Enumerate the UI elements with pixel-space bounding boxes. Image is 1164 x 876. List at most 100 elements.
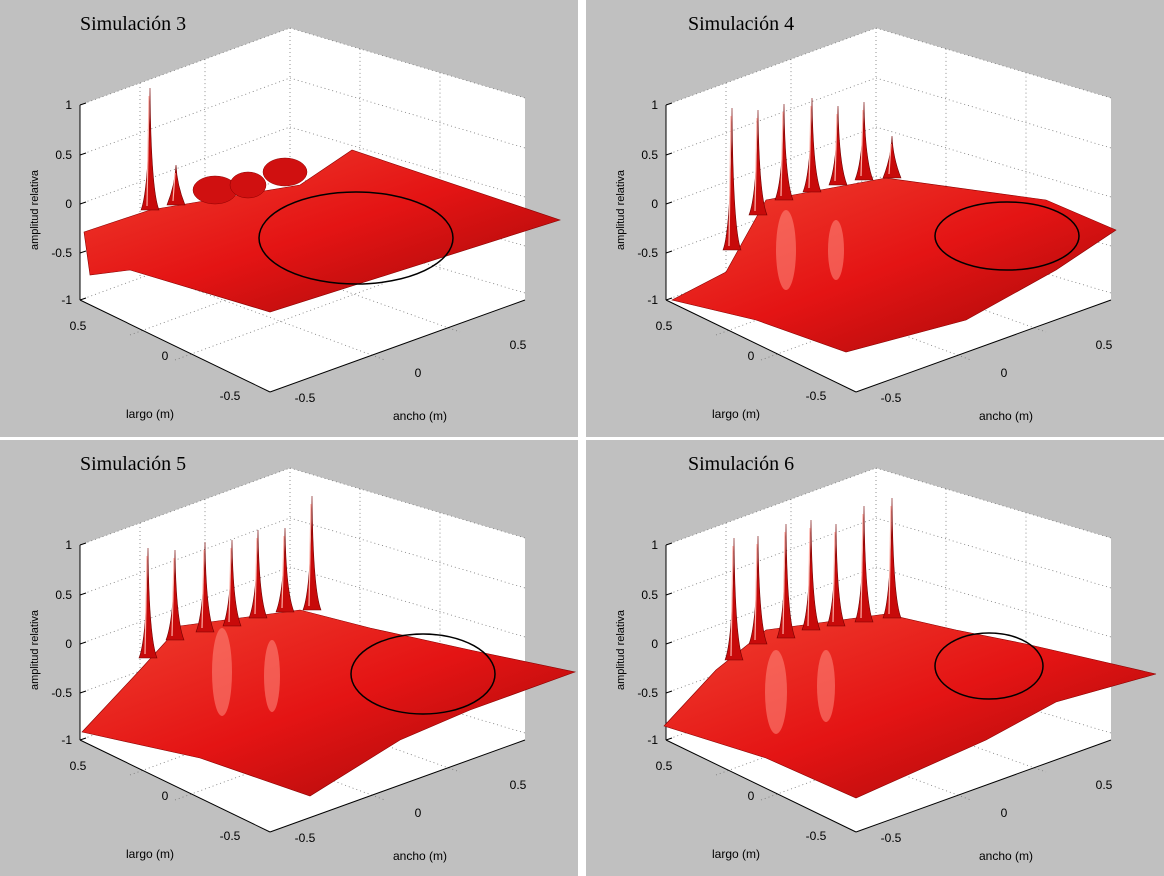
annotation-ellipse (258, 191, 454, 285)
grid-line (149, 272, 386, 361)
spike-highlight (832, 531, 836, 623)
surface-spike (248, 529, 268, 619)
chart-svg: 1 0.5 0 -0.5 -1 0.5 0 -0.5 -0.5 0 0.5 amplitud rela… (586, 0, 1164, 437)
spike-highlight (308, 503, 312, 607)
spike-highlight (834, 113, 838, 182)
surface-highlight (264, 640, 280, 712)
z-tick (79, 641, 87, 645)
surface (83, 149, 561, 313)
z-tick-label: 0 (651, 197, 658, 211)
spike-highlight (782, 531, 786, 635)
axes-edges (665, 545, 1112, 833)
y-tick-label: 0.5 (1096, 778, 1113, 792)
x-axis-line (665, 739, 857, 833)
z-tick (79, 152, 87, 156)
y-tick-label: 0 (415, 806, 422, 820)
z-tick (665, 152, 673, 156)
x-axis-label: largo (m) (712, 847, 760, 861)
surface-spike (826, 523, 846, 627)
x-axis-line (79, 299, 271, 393)
surface-spike (882, 135, 902, 179)
x-tick-label: 0.5 (656, 759, 673, 773)
chart-svg: 1 0.5 0 -0.5 -1 0.5 0 -0.5 -0.5 0 0.5 amplitud rela… (0, 440, 578, 876)
z-tick (665, 542, 673, 546)
z-tick (665, 690, 673, 694)
surface-spike (722, 107, 742, 251)
z-tick-label: -0.5 (51, 686, 72, 700)
z-tick-label: -1 (647, 733, 658, 747)
z-tick (665, 201, 673, 205)
spike-highlight (808, 105, 812, 189)
x-tick-label: 0 (162, 349, 169, 363)
grid-line (875, 27, 1112, 99)
chart-panel-1: 1 0.5 0 -0.5 -1 0.5 0 -0.5 -0.5 0 0.5 amplitud rela… (0, 0, 578, 437)
surface-bump (262, 157, 308, 187)
z-tick-label: 0 (651, 637, 658, 651)
x-tick-label: 0.5 (70, 759, 87, 773)
grid-line (289, 77, 526, 149)
x-tick-label: 0 (162, 789, 169, 803)
y-tick-label: 0.5 (510, 778, 527, 792)
y-axis-line (855, 299, 1112, 393)
chart-svg: 1 0.5 0 -0.5 -1 0.5 0 -0.5 -0.5 0 0.5 amplitud rela… (586, 440, 1164, 876)
y-tick-label: 0.5 (510, 338, 527, 352)
surface-spike (195, 541, 215, 633)
x-axis-line (665, 299, 857, 393)
spike-highlight (146, 95, 150, 207)
y-tick-label: -0.5 (881, 831, 902, 845)
surface-spike (724, 537, 744, 661)
z-tick (79, 592, 87, 596)
z-tick (665, 737, 673, 741)
y-tick-label: 0.5 (1096, 338, 1113, 352)
chart-title: Simulación 5 (80, 453, 186, 475)
z-tick-label: 0.5 (55, 588, 72, 602)
z-tick-label: -1 (61, 293, 72, 307)
y-tick-label: -0.5 (881, 391, 902, 405)
surface-spike (776, 523, 796, 639)
grid-line (289, 467, 526, 539)
spike-highlight (860, 513, 864, 619)
z-tick (79, 250, 87, 254)
surface-spike (801, 519, 821, 631)
z-tick-label: 1 (651, 538, 658, 552)
surface-spike (140, 87, 160, 211)
x-axis-line (79, 739, 271, 833)
spike-highlight (860, 109, 864, 177)
surface-spike (302, 495, 322, 611)
z-tick-label: -0.5 (637, 686, 658, 700)
z-tick-label: 0.5 (55, 148, 72, 162)
grid-line (289, 566, 526, 638)
spike-highlight (254, 537, 258, 615)
grid-line (149, 712, 386, 801)
x-tick-label: 0 (748, 349, 755, 363)
surface-spike (166, 164, 186, 206)
x-tick-label: -0.5 (806, 389, 827, 403)
spike-highlight (228, 547, 232, 623)
y-axis-line (269, 739, 526, 833)
grid-line (875, 566, 1112, 638)
x-tick-label: 0.5 (70, 319, 87, 333)
surface-spike (748, 109, 768, 216)
z-tick-label: 1 (65, 538, 72, 552)
x-tick-label: -0.5 (220, 389, 241, 403)
z-tick (665, 297, 673, 301)
grid-line (875, 467, 1112, 539)
z-tick-label: 1 (65, 98, 72, 112)
surface-spike (748, 535, 768, 645)
z-tick (79, 690, 87, 694)
x-tick-label: -0.5 (806, 829, 827, 843)
spike-highlight (888, 143, 892, 175)
y-axis-label: ancho (m) (979, 849, 1033, 863)
grid-line (289, 27, 526, 99)
z-tick-label: 0 (65, 637, 72, 651)
z-tick-label: -0.5 (637, 246, 658, 260)
spike-highlight (754, 117, 758, 212)
x-axis-label: largo (m) (126, 847, 174, 861)
x-tick-label: 0 (748, 789, 755, 803)
surface-spike (275, 527, 295, 613)
y-axis-line (855, 739, 1112, 833)
spike-highlight (730, 545, 734, 657)
z-tick (79, 297, 87, 301)
y-axis-label: ancho (m) (393, 849, 447, 863)
